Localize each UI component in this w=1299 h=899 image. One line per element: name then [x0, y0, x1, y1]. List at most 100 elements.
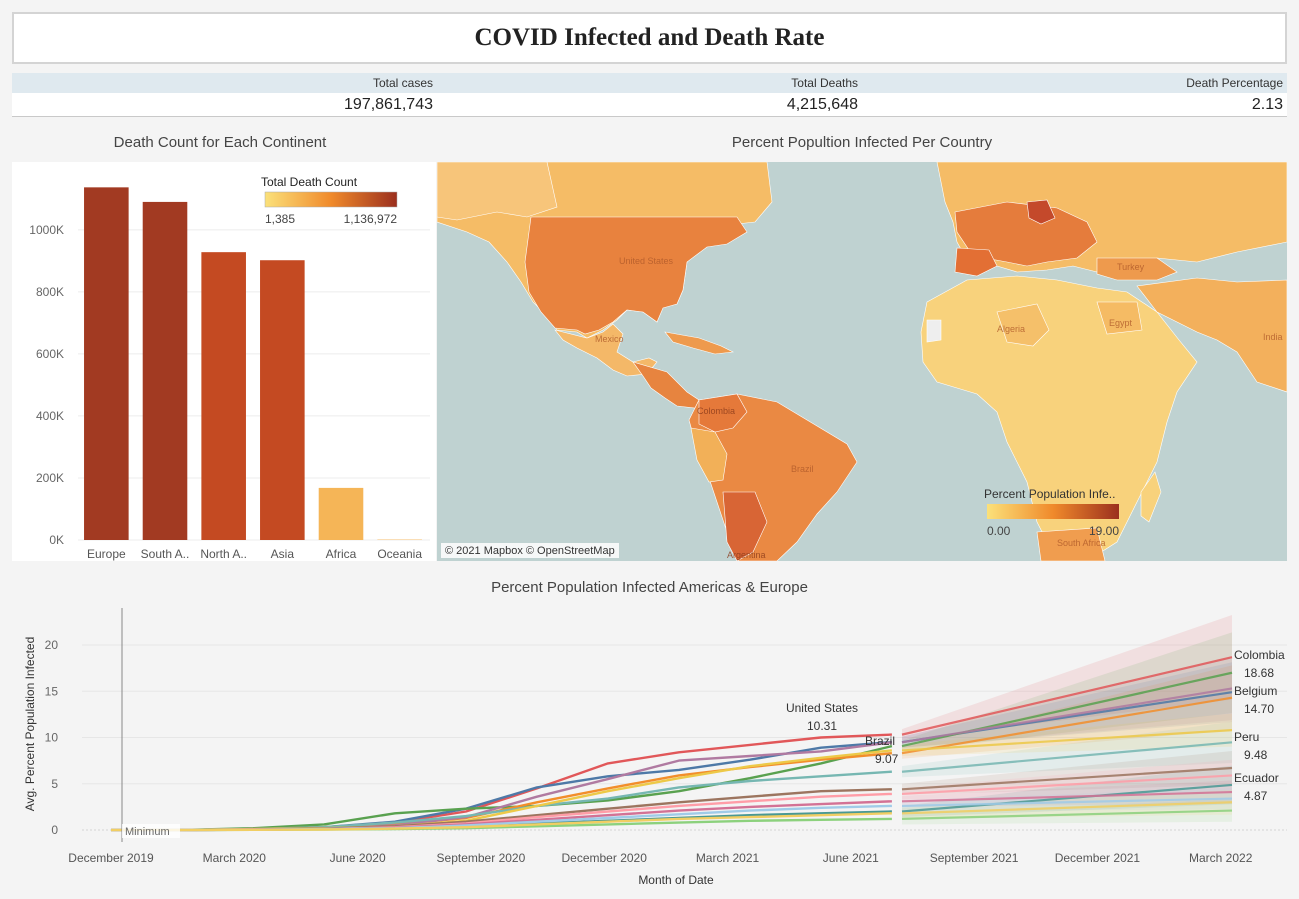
map-label-algeria: Algeria	[997, 324, 1025, 334]
bar-x-tick-label: Asia	[271, 547, 295, 561]
map-colombia[interactable]	[698, 393, 748, 433]
forecast-line[interactable]	[901, 797, 1233, 808]
line-y-axis-label: Avg. Percent Population Infected	[23, 637, 37, 812]
kpi-header-row: Total cases Total Deaths Death Percentag…	[12, 73, 1287, 93]
map-western-sahara[interactable]	[926, 319, 942, 343]
forecast-line[interactable]	[901, 783, 1233, 813]
map-argentina[interactable]	[722, 491, 768, 561]
map-label-egypt: Egypt	[1109, 318, 1133, 328]
forecast-line[interactable]	[901, 766, 1233, 791]
forecast-line[interactable]	[901, 774, 1233, 796]
series-label-name: Ecuador	[1234, 771, 1279, 785]
bar-southa[interactable]	[142, 201, 188, 540]
forecast-line[interactable]	[901, 741, 1233, 773]
line-x-tick-label: June 2020	[330, 851, 386, 865]
map-turkey[interactable]	[1096, 257, 1178, 281]
forecast-line[interactable]	[901, 687, 1233, 744]
map-central-america[interactable]	[632, 361, 700, 409]
bar-chart-panel: 0K 200K 400K 600K 800K 1000K Europe South A.. N…	[12, 162, 436, 561]
map-panel[interactable]: United States Mexico Brazil Colombia Arg…	[437, 162, 1287, 561]
line-chart: 0 5 10 15 20 December 2019 March 2020 June 202…	[23, 608, 1287, 887]
choropleth-map[interactable]: United States Mexico Brazil Colombia Arg…	[437, 162, 1287, 561]
bar-y-tick-label: 0K	[49, 533, 64, 547]
map-caribbean[interactable]	[664, 331, 735, 355]
bar-y-tick-label: 400K	[36, 409, 64, 423]
map-legend-title: Percent Population Infe..	[984, 487, 1115, 501]
line-point-labels: United States 10.31 Brazil 9.07 Colombia 18.6…	[786, 648, 1285, 803]
map-algeria[interactable]	[996, 303, 1050, 347]
series-label-name: Peru	[1234, 730, 1259, 744]
total-cases-value: 197,861,743	[344, 96, 433, 113]
series-label-name: Colombia	[1234, 648, 1285, 662]
map-attribution[interactable]: © 2021 Mapbox © OpenStreetMap	[445, 545, 615, 557]
death-percentage-value: 2.13	[1251, 96, 1283, 113]
map-middle-east-asia[interactable]	[1136, 277, 1287, 393]
bar-europe[interactable]	[84, 187, 129, 540]
map-czechia[interactable]	[1026, 199, 1056, 225]
map-title: Percent Popultion Infected Per Country	[731, 134, 993, 151]
map-africa[interactable]	[920, 275, 1198, 561]
total-deaths-value: 4,215,648	[786, 96, 858, 113]
series-label-value: 10.31	[807, 719, 837, 733]
forecast-line[interactable]	[901, 790, 1233, 803]
line-y-axis: 0 5 10 15 20	[45, 638, 59, 837]
bar-x-tick-label: South A..	[141, 547, 190, 561]
bar-y-tick-label: 800K	[36, 285, 64, 299]
map-label-argentina: Argentina	[727, 550, 766, 560]
bar-legend-min: 1,385	[265, 212, 295, 226]
map-legend-gradient	[987, 504, 1119, 519]
line-series	[111, 656, 1233, 832]
forecast-line[interactable]	[901, 729, 1233, 752]
bar-y-tick-label: 600K	[36, 347, 64, 361]
line-y-tick-label: 5	[51, 777, 58, 791]
map-attribution-bg	[441, 543, 619, 558]
bar-chart: 0K 200K 400K 600K 800K 1000K Europe South A.. N…	[29, 175, 430, 561]
map-south-africa[interactable]	[1036, 527, 1106, 561]
series-label-name: Belgium	[1234, 684, 1277, 698]
bar-x-axis: Europe South A.. North A.. Asia Africa Oceani…	[87, 547, 422, 561]
dashboard-title: COVID Infected and Death Rate	[474, 24, 825, 51]
series-label-name: Brazil	[865, 734, 895, 748]
series-label-value: 9.07	[875, 752, 899, 766]
map-mexico[interactable]	[554, 323, 658, 377]
map-label-south-africa: South Africa	[1057, 538, 1106, 548]
map-egypt[interactable]	[1096, 301, 1143, 335]
map-label-colombia: Colombia	[697, 406, 735, 416]
forecast-band	[902, 632, 1232, 752]
line-x-tick-label: September 2020	[437, 851, 526, 865]
map-alaska-region[interactable]	[437, 162, 558, 221]
line-x-tick-label: March 2021	[696, 851, 760, 865]
line-x-axis: December 2019 March 2020 June 2020 Septembe…	[68, 851, 1252, 865]
map-madagascar[interactable]	[1140, 471, 1162, 523]
forecast-line[interactable]	[901, 696, 1233, 755]
bar-x-tick-label: Oceania	[377, 547, 422, 561]
bar-x-tick-label: Europe	[87, 547, 126, 561]
forecast-band	[902, 656, 1232, 748]
series-label-value: 4.87	[1244, 789, 1268, 803]
kpi-table: Total cases Total Deaths Death Percentag…	[12, 73, 1287, 117]
bar-northa[interactable]	[201, 252, 246, 540]
forecast-line[interactable]	[901, 656, 1233, 736]
bar-legend-max: 1,136,972	[344, 212, 398, 226]
map-united-states[interactable]	[524, 216, 748, 335]
bar-y-tick-label: 200K	[36, 471, 64, 485]
map-peru[interactable]	[690, 427, 728, 483]
bar-asia[interactable]	[260, 260, 305, 540]
series-label-value: 14.70	[1244, 702, 1274, 716]
minimum-label: Minimum	[125, 826, 170, 838]
series-line[interactable]	[111, 812, 892, 832]
line-x-tick-label: September 2021	[930, 851, 1019, 865]
bar-y-tick-label: 1000K	[29, 223, 64, 237]
forecast-line[interactable]	[901, 809, 1233, 820]
map-label-brazil: Brazil	[791, 464, 814, 474]
dashboard-title-box: COVID Infected and Death Rate	[12, 12, 1287, 64]
line-x-axis-label: Month of Date	[638, 873, 714, 887]
map-label-turkey: Turkey	[1117, 262, 1145, 272]
death-percentage-label: Death Percentage	[1186, 76, 1283, 90]
map-spain[interactable]	[954, 247, 998, 277]
forecast-line[interactable]	[901, 801, 1233, 815]
line-x-tick-label: December 2020	[562, 851, 648, 865]
bar-legend-gradient	[264, 191, 398, 208]
bar-x-tick-label: Africa	[326, 547, 357, 561]
bar-africa[interactable]	[318, 487, 364, 540]
